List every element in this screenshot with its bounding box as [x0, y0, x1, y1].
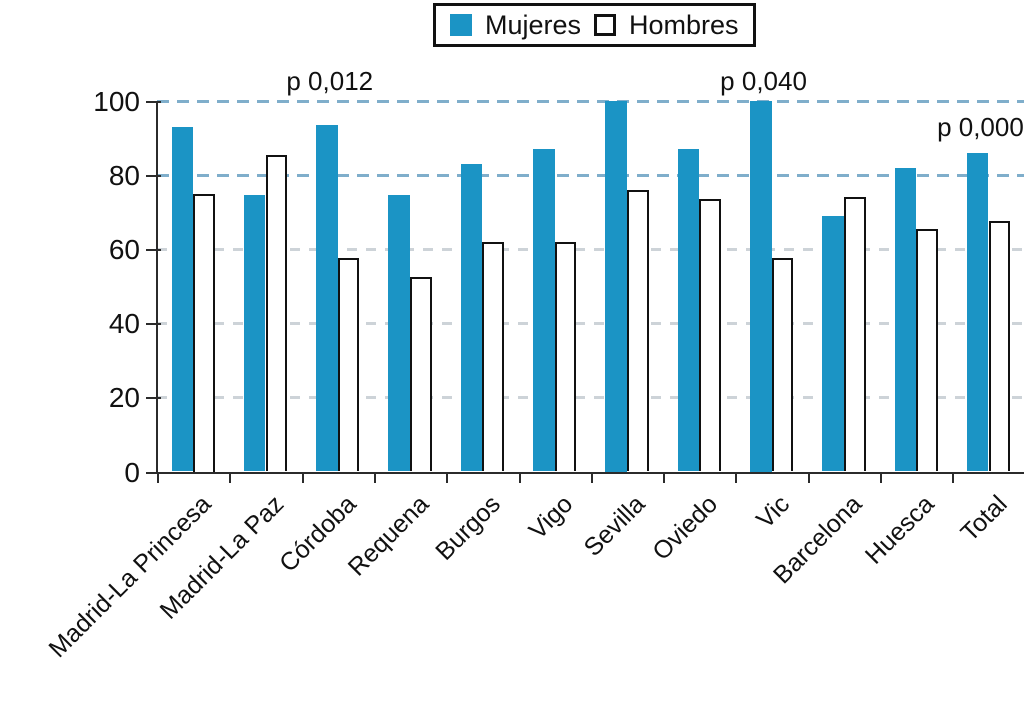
x-tick-2 — [301, 473, 304, 483]
x-label-7: Oviedo — [647, 490, 724, 566]
annotation-p-value-1: p 0,040 — [720, 66, 807, 96]
legend-swatch-mujeres — [450, 14, 472, 36]
y-tick-label-100: 100 — [93, 86, 140, 117]
annotation-p-value-2: p 0,000 — [937, 112, 1024, 142]
bar-hombres-1 — [265, 154, 288, 472]
x-label-8: Vic — [751, 490, 796, 535]
y-tick-label-80: 80 — [108, 160, 140, 192]
x-tick-4 — [446, 473, 449, 483]
x-tick-7 — [663, 473, 666, 483]
x-tick-11 — [952, 473, 955, 483]
bar-mujeres-2 — [316, 125, 338, 472]
bar-hombres-10 — [916, 228, 938, 472]
bar-hombres-8 — [771, 258, 794, 472]
bar-mujeres-3 — [388, 195, 411, 472]
bar-mujeres-10 — [894, 167, 917, 472]
bar-mujeres-8 — [749, 101, 772, 472]
legend-swatch-hombres — [594, 14, 617, 36]
x-tick-10 — [880, 473, 882, 483]
x-tick-0 — [157, 473, 159, 483]
y-tick-80 — [146, 175, 161, 178]
bar-hombres-5 — [554, 241, 577, 472]
bar-mujeres-7 — [677, 149, 700, 472]
legend-label-mujeres: Mujeres — [485, 9, 582, 40]
y-axis-line — [156, 101, 158, 474]
bar-hombres-9 — [843, 197, 866, 472]
x-axis-line — [147, 471, 1024, 474]
x-label-11: Total — [955, 490, 1013, 548]
x-tick-3 — [373, 473, 376, 483]
bar-hombres-3 — [410, 276, 432, 472]
bar-hombres-11 — [988, 221, 1011, 472]
legend-label-hombres: Hombres — [629, 9, 739, 40]
y-tick-40 — [146, 323, 161, 326]
x-tick-9 — [807, 473, 810, 483]
y-tick-label-20: 20 — [108, 382, 140, 414]
bar-mujeres-9 — [822, 215, 844, 472]
y-tick-0 — [146, 471, 161, 474]
bar-hombres-2 — [337, 258, 360, 472]
bar-mujeres-5 — [533, 149, 555, 472]
y-tick-label-0: 0 — [124, 456, 140, 488]
bar-hombres-6 — [627, 189, 649, 472]
bar-hombres-4 — [482, 241, 505, 472]
y-tick-100 — [146, 101, 161, 103]
x-tick-5 — [518, 473, 521, 483]
x-label-10: Huesca — [860, 490, 940, 570]
bar-mujeres-6 — [605, 101, 627, 472]
legend: Mujeres Hombres — [433, 3, 756, 47]
bar-mujeres-0 — [171, 126, 194, 472]
y-tick-20 — [146, 397, 161, 400]
bar-mujeres-1 — [243, 195, 266, 472]
y-tick-60 — [146, 249, 161, 252]
x-tick-1 — [229, 473, 232, 483]
annotation-p-value-0: p 0,012 — [286, 66, 374, 96]
bar-mujeres-4 — [460, 163, 483, 472]
x-tick-8 — [735, 473, 738, 483]
x-label-5: Vigo — [523, 490, 579, 545]
x-label-4: Burgos — [430, 490, 507, 566]
bar-mujeres-11 — [966, 152, 989, 472]
y-tick-label-60: 60 — [108, 234, 140, 266]
bar-hombres-0 — [193, 193, 215, 472]
y-tick-label-40: 40 — [108, 308, 140, 340]
x-label-6: Sevilla — [578, 490, 651, 562]
x-tick-6 — [590, 473, 593, 483]
bar-hombres-7 — [699, 199, 721, 472]
gridline-100 — [157, 99, 1024, 103]
